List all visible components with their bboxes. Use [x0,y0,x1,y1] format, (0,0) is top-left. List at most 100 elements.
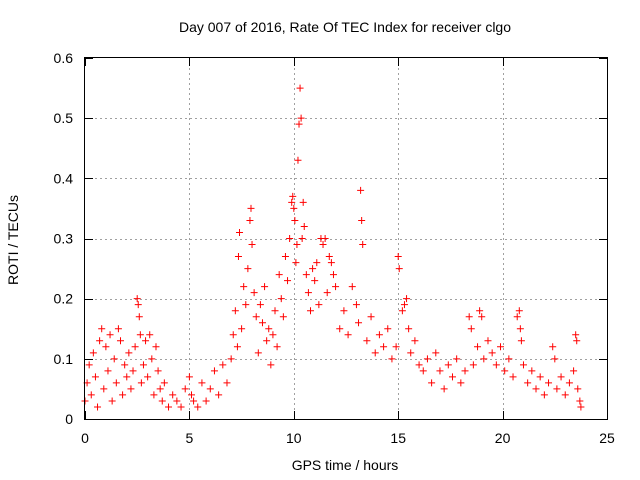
data-point [139,361,147,369]
data-point [444,361,452,369]
data-point [102,343,110,351]
data-points [81,84,585,411]
data-point [461,367,469,375]
data-point [247,204,255,212]
data-point [119,391,127,399]
data-point [244,265,252,273]
data-point [488,349,496,357]
data-point [156,385,164,393]
data-point [363,337,371,345]
data-point [515,307,523,315]
data-point [298,235,306,242]
data-point [227,355,235,363]
y-tick-label: 0.1 [54,351,74,367]
data-point [292,259,300,267]
data-point [85,361,93,369]
data-point [273,343,281,351]
data-point [513,313,521,321]
data-point [384,325,392,333]
data-point [277,295,285,303]
data-point [405,325,413,333]
data-point [219,361,227,369]
data-point [137,379,145,387]
data-point [297,114,305,122]
data-point [302,271,310,279]
data-point [474,343,482,351]
data-point [252,313,260,321]
data-point [576,397,584,405]
x-tick-label: 15 [390,430,406,446]
data-point [293,241,301,249]
y-tick-label: 0.3 [54,231,74,247]
data-point [313,259,321,267]
data-point [573,337,581,345]
data-point [415,361,423,369]
data-point [261,283,269,291]
data-point [332,283,340,291]
data-point [104,367,112,375]
data-point [114,325,122,333]
data-point [359,241,367,249]
data-point [304,289,312,297]
data-point [357,186,365,194]
data-point [242,301,250,309]
data-point [190,397,198,405]
data-point [267,361,275,369]
data-point [279,313,287,321]
data-point [98,325,106,333]
data-point [269,331,277,339]
data-point [87,391,95,399]
data-point [352,301,360,309]
data-point [423,355,431,363]
data-point [327,259,335,267]
data-point [148,355,156,363]
data-point [263,337,271,345]
data-point [158,397,166,405]
data-point [323,289,331,297]
data-point [395,265,403,273]
data-point [574,385,582,393]
data-point [240,283,248,291]
data-point [367,313,375,321]
data-point [131,343,139,351]
data-point [231,307,239,315]
data-point [348,283,356,291]
data-point [572,331,580,339]
data-point [288,198,296,206]
data-point [160,379,168,387]
data-point [516,325,524,333]
data-point [480,355,488,363]
data-point [311,277,319,285]
data-point [428,379,436,387]
data-point [517,337,525,345]
data-point [519,361,527,369]
data-point [256,301,264,309]
x-tick-label: 20 [495,430,511,446]
y-tick-label: 0.6 [54,50,74,66]
data-point [215,391,223,399]
data-point [565,379,573,387]
data-point [165,403,173,411]
data-point [577,403,585,411]
data-point [295,120,303,128]
data-point [106,331,114,339]
data-point [150,391,158,399]
data-point [540,391,548,399]
data-point [290,204,298,212]
x-axis-label: GPS time / hours [292,457,399,473]
chart-title: Day 007 of 2016, Rate Of TEC Index for r… [179,19,511,35]
data-point [407,349,415,357]
data-point [536,373,544,381]
data-point [169,391,177,399]
data-point [371,349,379,357]
data-point [549,343,557,351]
data-point [123,373,131,381]
data-point [142,337,150,345]
data-point [294,156,302,164]
data-point [146,331,154,339]
data-point [121,361,129,369]
data-point [129,367,137,375]
data-point [309,265,317,273]
data-point [484,337,492,345]
